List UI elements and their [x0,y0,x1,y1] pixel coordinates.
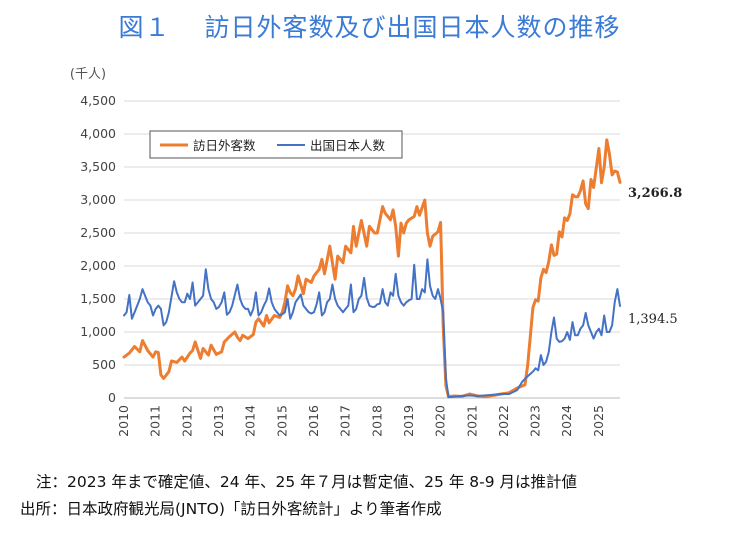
chart-note: 注：2023 年まで確定値、24 年、25 年７月は暫定値、25 年 8-9 月… [36,473,577,491]
legend-label-inbound: 訪日外客数 [193,138,256,153]
x-tick-label: 2021 [464,405,479,437]
end-label-outbound: 1,394.5 [628,312,678,327]
x-tick-label: 2016 [306,405,321,437]
y-tick-label: 1,500 [80,291,116,306]
figure-title: 訪日外客数及び出国日本人数の推移 [204,13,621,42]
chart-title: 図１ 訪日外客数及び出国日本人数の推移 [0,8,739,44]
x-tick-label: 2025 [591,405,606,437]
series-line-outbound [123,258,621,399]
y-tick-label: 2,500 [80,225,116,240]
x-tick-label: 2020 [433,405,448,437]
x-tick-label: 2013 [211,405,226,437]
x-tick-label: 2014 [243,405,258,437]
x-tick-label: 2017 [338,405,353,437]
y-tick-label: 4,000 [80,126,116,141]
x-tick-label: 2023 [528,405,543,437]
chart-source: 出所：日本政府観光局(JNTO)「訪日外客統計」より筆者作成 [20,500,442,518]
legend: 訪日外客数 出国日本人数 [149,130,403,159]
y-axis-unit-label: (千人) [70,67,106,82]
x-tick-label: 2011 [148,405,163,437]
x-tick-label: 2022 [496,405,511,437]
y-tick-label: 3,000 [80,192,116,207]
y-tick-label: 4,500 [80,93,116,108]
y-tick-label: 0 [108,390,116,405]
x-tick-label: 2018 [369,405,384,437]
x-axis-ticks: 2010 2011 2012 2013 2014 2015 2016 2017 2018 2019… [116,405,606,437]
x-tick-label: 2019 [401,405,416,437]
x-tick-label: 2024 [559,405,574,437]
y-axis-ticks: 0 500 1,000 1,500 2,000 2,500 3,000 3,500 4,000 4… [80,93,116,405]
series-line-inbound [122,138,622,399]
legend-box [149,130,403,159]
x-tick-label: 2010 [116,405,131,437]
figure-label: 図１ [118,13,171,42]
end-label-inbound: 3,266.8 [628,186,682,201]
y-tick-label: 2,000 [80,258,116,273]
y-tick-label: 500 [92,357,116,372]
y-tick-label: 1,000 [80,324,116,339]
x-tick-label: 2012 [179,405,194,437]
y-tick-label: 3,500 [80,159,116,174]
x-tick-label: 2015 [274,405,289,437]
series-lines [122,138,622,399]
legend-label-outbound: 出国日本人数 [310,138,386,153]
